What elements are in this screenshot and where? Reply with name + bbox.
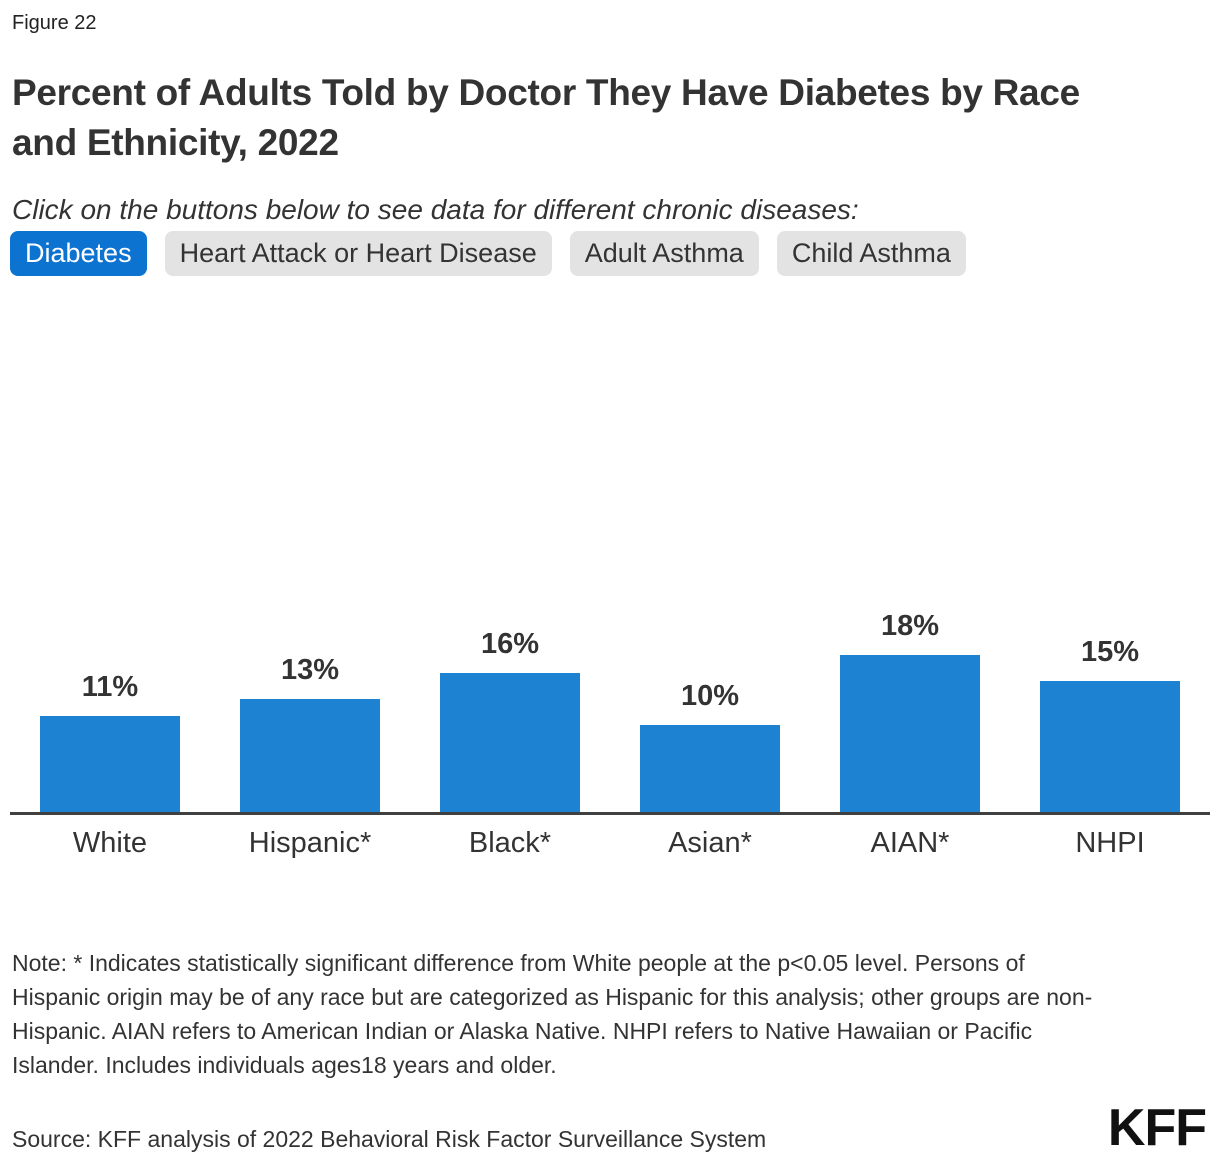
disease-button-child-asthma[interactable]: Child Asthma bbox=[776, 231, 966, 276]
bar-nhpi[interactable] bbox=[1040, 681, 1180, 812]
x-axis-label-hispanic: Hispanic* bbox=[248, 827, 372, 859]
page-title: Percent of Adults Told by Doctor They Ha… bbox=[12, 68, 1080, 168]
page-title-line2: and Ethnicity, 2022 bbox=[12, 122, 339, 163]
bar-aian[interactable] bbox=[840, 655, 980, 812]
figure-label: Figure 22 bbox=[12, 12, 97, 34]
bar-asian[interactable] bbox=[640, 725, 780, 812]
x-axis-label-asian: Asian* bbox=[668, 827, 752, 859]
chart-instructions: Click on the buttons below to see data f… bbox=[12, 194, 859, 225]
disease-button-group: Diabetes Heart Attack or Heart Disease Adu… bbox=[10, 231, 966, 276]
value-label-white: 11% bbox=[81, 671, 139, 703]
disease-button-diabetes[interactable]: Diabetes bbox=[10, 231, 147, 276]
x-axis-labels: White Hispanic* Black* Asian* AIAN* NHPI bbox=[10, 827, 1210, 867]
note-text: Note: * Indicates statistically signific… bbox=[12, 950, 1093, 1078]
kff-logo: KFF bbox=[1107, 1099, 1207, 1157]
value-label-aian: 18% bbox=[880, 610, 940, 642]
disease-button-adult-asthma[interactable]: Adult Asthma bbox=[569, 231, 759, 276]
value-label-hispanic: 13% bbox=[280, 654, 340, 686]
bar-chart: 11% 13% 16% 10% 18% 15% bbox=[10, 556, 1210, 815]
x-axis-label-aian: AIAN* bbox=[870, 827, 950, 859]
page-title-line1: Percent of Adults Told by Doctor They Ha… bbox=[12, 72, 1080, 113]
source-text: Source: KFF analysis of 2022 Behavioral … bbox=[12, 1126, 767, 1152]
value-label-nhpi: 15% bbox=[1080, 636, 1140, 668]
disease-button-heart-attack-or-heart-disease[interactable]: Heart Attack or Heart Disease bbox=[164, 231, 552, 276]
bar-white[interactable] bbox=[40, 716, 180, 812]
x-axis-label-nhpi: NHPI bbox=[1075, 827, 1145, 859]
bar-hispanic[interactable] bbox=[240, 699, 380, 812]
bar-black[interactable] bbox=[440, 673, 580, 812]
x-axis-label-white: White bbox=[72, 827, 148, 859]
value-label-asian: 10% bbox=[680, 680, 740, 712]
value-label-black: 16% bbox=[480, 628, 540, 660]
x-axis-label-black: Black* bbox=[468, 827, 552, 859]
